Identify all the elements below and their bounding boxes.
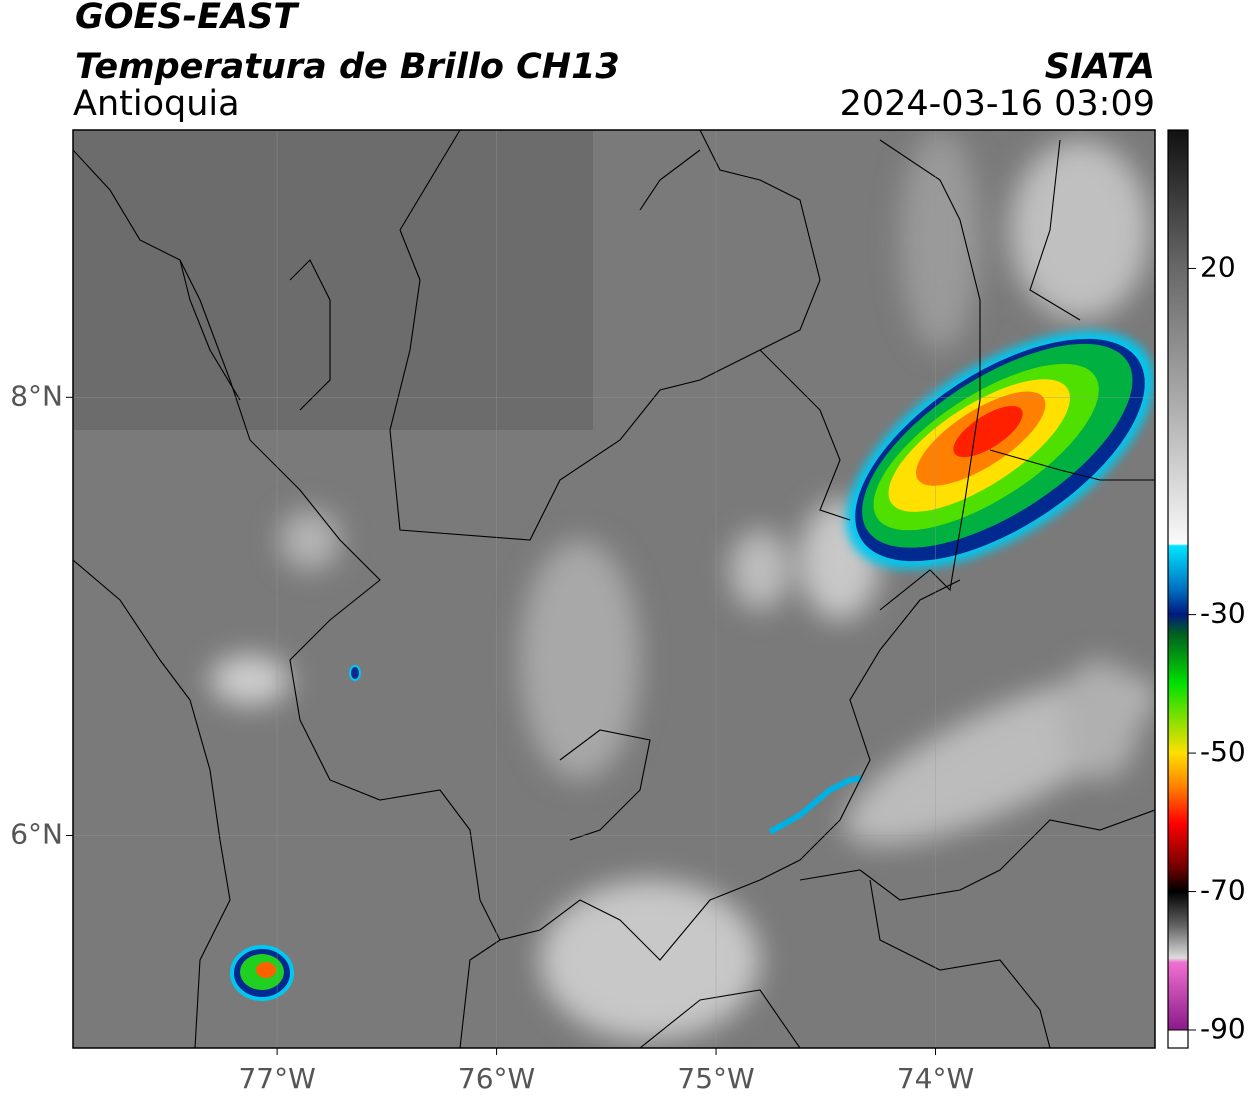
x-tick-label: 77°W [238,1062,315,1095]
x-tick-label: 74°W [897,1062,974,1095]
region-label: Antioquia [73,84,240,124]
map-frame [72,129,1156,1049]
x-tick-label: 76°W [458,1062,535,1095]
product-title: Temperatura de Brillo CH13 [75,47,620,87]
colorbar-extension [1167,1029,1189,1049]
y-tick-label: 6°N [10,817,63,850]
source-label: SIATA [1045,47,1155,87]
colorbar-tick-label: -90 [1200,1012,1246,1045]
grid [73,130,1155,1048]
map-imagery [73,130,1155,1048]
colorbar-tick-label: 20 [1200,250,1236,283]
y-tick-label: 8°N [10,379,63,412]
x-tick-label: 75°W [677,1062,754,1095]
colorbar-tick-label: -70 [1200,874,1246,907]
satellite-title: GOES-EAST [75,0,300,37]
colorbar-tick-label: -50 [1200,735,1246,768]
colorbar-tick-label: -30 [1200,597,1246,630]
datetime-label: 2024-03-16 03:09 [840,84,1155,124]
colorbar [1168,130,1188,1030]
colorbar-frame [1167,129,1189,1049]
